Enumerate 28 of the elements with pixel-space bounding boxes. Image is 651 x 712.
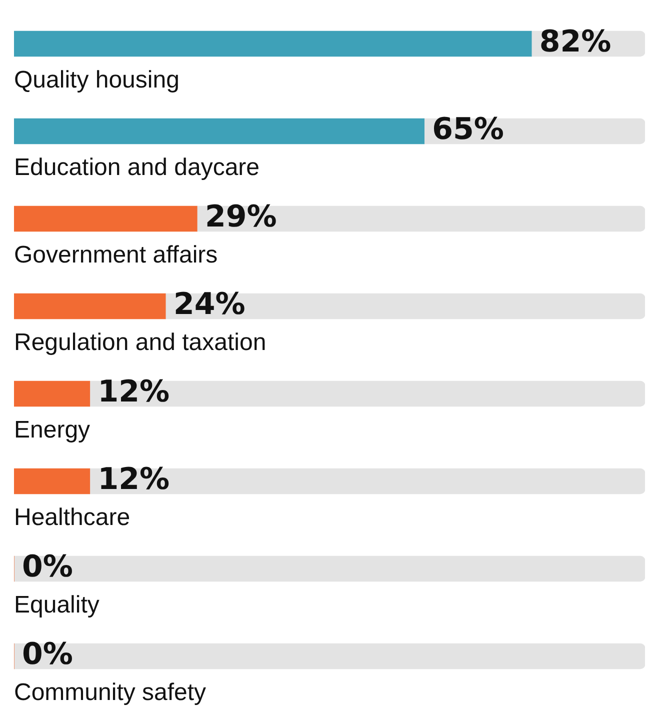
y-tick-label: Government affairs [14, 241, 218, 268]
bar [14, 118, 424, 144]
data-label: 65% [432, 112, 504, 148]
data-label: 0% [22, 637, 73, 672]
y-tick-label: Education and daycare [14, 154, 260, 181]
y-tick-label: Community safety [14, 678, 206, 706]
data-label: 0% [22, 550, 73, 585]
bar [14, 643, 645, 670]
data-label: 29% [204, 200, 277, 235]
bar [165, 293, 645, 320]
bar [89, 468, 645, 494]
y-tick-label: Equality [14, 591, 100, 618]
data-label: 82% [539, 24, 612, 60]
data-label: 24% [173, 287, 246, 322]
bar [14, 556, 645, 582]
y-tick-label: Regulation and taxation [14, 328, 266, 356]
bar [196, 206, 645, 232]
bar [14, 206, 198, 232]
data-label: 12% [98, 462, 170, 498]
y-tick-label: Energy [14, 416, 90, 444]
y-tick-label: Healthcare [14, 504, 130, 531]
bar [14, 468, 90, 494]
bar [14, 30, 532, 57]
bar [14, 293, 166, 320]
bar [14, 380, 90, 407]
bar [89, 380, 645, 407]
data-label: 12% [98, 374, 170, 410]
y-tick-label: Quality housing [14, 66, 180, 94]
